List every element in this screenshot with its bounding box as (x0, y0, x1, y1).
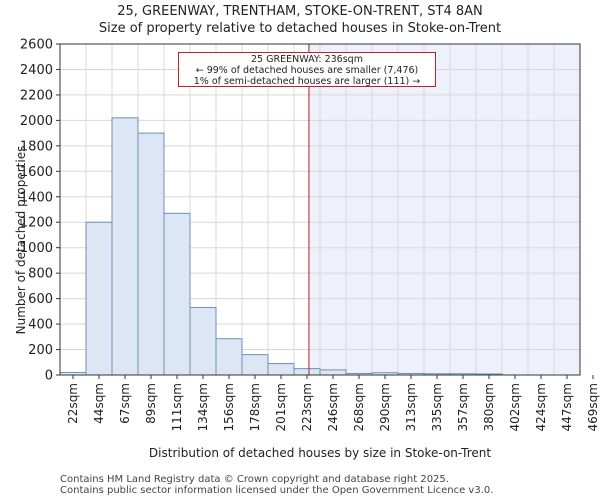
x-tick-label-268sqm: 268sqm (352, 383, 366, 431)
bar-134sqm (189, 307, 217, 376)
x-tick-label-313sqm: 313sqm (404, 383, 418, 431)
annotation-box: 25 GREENWAY: 236sqm ← 99% of detached ho… (178, 52, 436, 87)
x-tick-label-89sqm: 89sqm (144, 383, 158, 424)
footer-line-2: Contains public sector information licen… (60, 485, 494, 496)
x-tick-label-290sqm: 290sqm (378, 383, 392, 431)
y-tick-label-200: 200 (28, 343, 53, 358)
y-tick-label-2400: 2400 (20, 63, 53, 78)
bar-111sqm (163, 212, 191, 376)
chart-subtitle: Size of property relative to detached ho… (98, 21, 502, 36)
x-tick-label-424sqm: 424sqm (534, 383, 548, 431)
y-tick-label-2000: 2000 (20, 114, 53, 129)
y-axis-label: Number of detached properties (14, 145, 28, 335)
bar-246sqm (319, 369, 347, 376)
x-tick-label-178sqm: 178sqm (248, 383, 262, 431)
y-tick-label-1400: 1400 (20, 190, 53, 205)
x-tick-label-447sqm: 447sqm (560, 383, 574, 431)
y-tick-label-600: 600 (28, 292, 53, 307)
x-tick-label-469sqm: 469sqm (586, 383, 600, 431)
x-axis-label: Distribution of detached houses by size … (148, 446, 492, 460)
y-tick-label-400: 400 (28, 318, 53, 333)
x-tick-label-380sqm: 380sqm (482, 383, 496, 431)
annotation-line-2: ← 99% of detached houses are smaller (7,… (195, 65, 419, 76)
bar-178sqm (241, 354, 269, 376)
x-tick-label-402sqm: 402sqm (508, 383, 522, 431)
x-tick-label-67sqm: 67sqm (118, 383, 132, 424)
x-tick-label-201sqm: 201sqm (274, 383, 288, 431)
bar-44sqm (85, 221, 113, 376)
shaded-region (308, 44, 580, 375)
x-tick-label-156sqm: 156sqm (222, 383, 236, 431)
x-tick-label-22sqm: 22sqm (66, 383, 80, 424)
annotation-line-3: 1% of semi-detached houses are larger (1… (193, 76, 421, 87)
bar-201sqm (267, 363, 295, 376)
bar-223sqm (293, 368, 321, 376)
x-tick-label-223sqm: 223sqm (300, 383, 314, 431)
bar-67sqm (111, 117, 139, 376)
y-tick-label-1800: 1800 (20, 139, 53, 154)
x-tick-label-44sqm: 44sqm (92, 383, 106, 424)
y-tick-label-0: 0 (45, 369, 53, 384)
plot-frame (59, 43, 581, 376)
bar-156sqm (215, 338, 243, 376)
x-tick-label-111sqm: 111sqm (170, 383, 184, 431)
footer-line-1: Contains HM Land Registry data © Crown c… (60, 474, 449, 485)
y-tick-label-1000: 1000 (20, 241, 53, 256)
annotation-line-1: 25 GREENWAY: 236sqm (251, 54, 363, 65)
y-tick-label-800: 800 (28, 267, 53, 282)
chart-title: 25, GREENWAY, TRENTHAM, STOKE-ON-TRENT, … (117, 4, 483, 19)
x-tick-label-134sqm: 134sqm (196, 383, 210, 431)
bar-89sqm (137, 132, 165, 376)
y-tick-label-2600: 2600 (20, 38, 53, 53)
y-tick-label-1200: 1200 (20, 216, 53, 231)
y-tick-label-2200: 2200 (20, 88, 53, 103)
x-tick-label-357sqm: 357sqm (456, 383, 470, 431)
x-tick-label-246sqm: 246sqm (326, 383, 340, 431)
y-tick-label-1600: 1600 (20, 165, 53, 180)
x-tick-label-335sqm: 335sqm (430, 383, 444, 431)
